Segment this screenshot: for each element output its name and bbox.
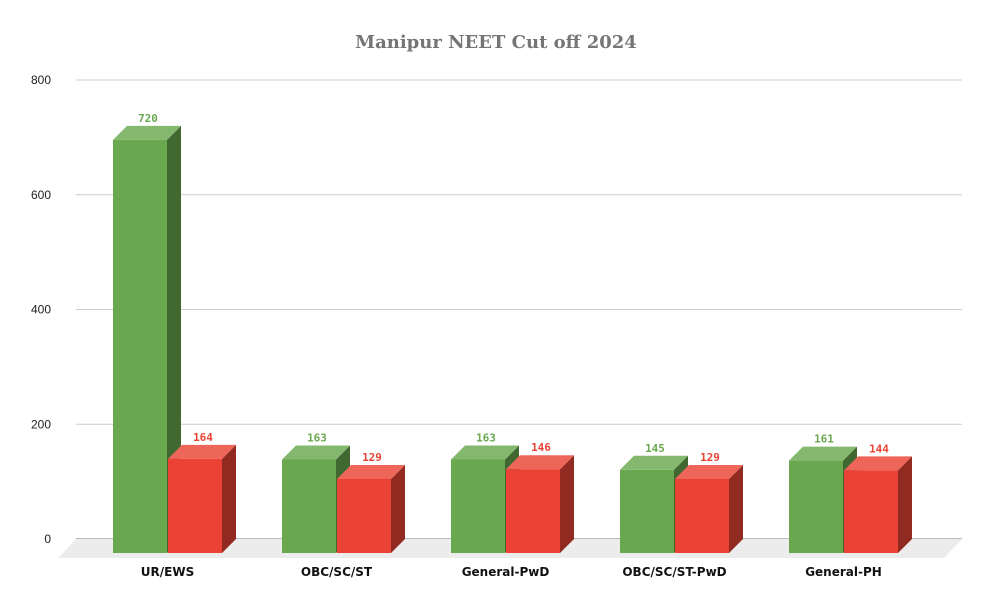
bar-front [451,459,505,553]
axis-layer: 0 200 400 600 800 UR/EWS OBC/SC/ST General-PwD O… [31,73,882,579]
bar-top [168,444,236,459]
y-tick-label: 400 [31,303,51,317]
bar-front [337,478,391,553]
bar [844,456,912,553]
x-tick-label: General-PH [805,565,882,579]
bar-side [729,464,743,553]
x-tick-label: General-PwD [462,565,550,579]
bar-front [789,460,843,553]
x-tick-label: OBC/SC/ST-PwD [622,565,726,579]
bar-top [282,445,350,460]
bar-front [506,469,560,553]
data-label: 144 [869,442,889,455]
data-label: 163 [307,431,327,444]
data-label: 146 [531,441,551,454]
y-tick-label: 200 [31,417,51,431]
data-label: 164 [193,431,213,444]
bar-top [506,455,574,470]
bar-side [391,464,405,553]
bar-top [675,464,743,479]
data-label: 145 [645,442,665,455]
chart-title: Manipur NEET Cut off 2024 [355,32,637,53]
bar-top [620,455,688,470]
x-tick-label: OBC/SC/ST [301,565,373,579]
y-tick-label: 0 [44,532,51,546]
x-tick-label: UR/EWS [141,565,194,579]
data-label: 129 [362,451,382,464]
y-tick-label: 800 [31,73,51,87]
bar-side [898,456,912,553]
bar-front [675,478,729,553]
bar [113,125,181,554]
bar [506,455,574,553]
bar-top [113,125,181,140]
bar [168,444,236,553]
data-label: 129 [700,451,720,464]
bar-top [844,456,912,471]
data-label: 163 [476,431,496,444]
bar-top [337,464,405,479]
labels-layer: 720 164 163 129 163 146 145 129 161 144 [138,112,889,464]
bar [337,464,405,553]
bars-layer [113,125,912,554]
y-tick-label: 600 [31,188,51,202]
bar-front [620,469,674,553]
bar-side [560,455,574,553]
data-label: 161 [814,433,834,446]
data-label: 720 [138,112,158,125]
bar [675,464,743,553]
bar-top [451,445,519,460]
bar-front [168,458,222,553]
bar-top [789,446,857,461]
bar-front [113,139,167,553]
bar-side [222,444,236,553]
bar-front [282,459,336,553]
bar-front [844,470,898,553]
bar-side [167,125,181,554]
